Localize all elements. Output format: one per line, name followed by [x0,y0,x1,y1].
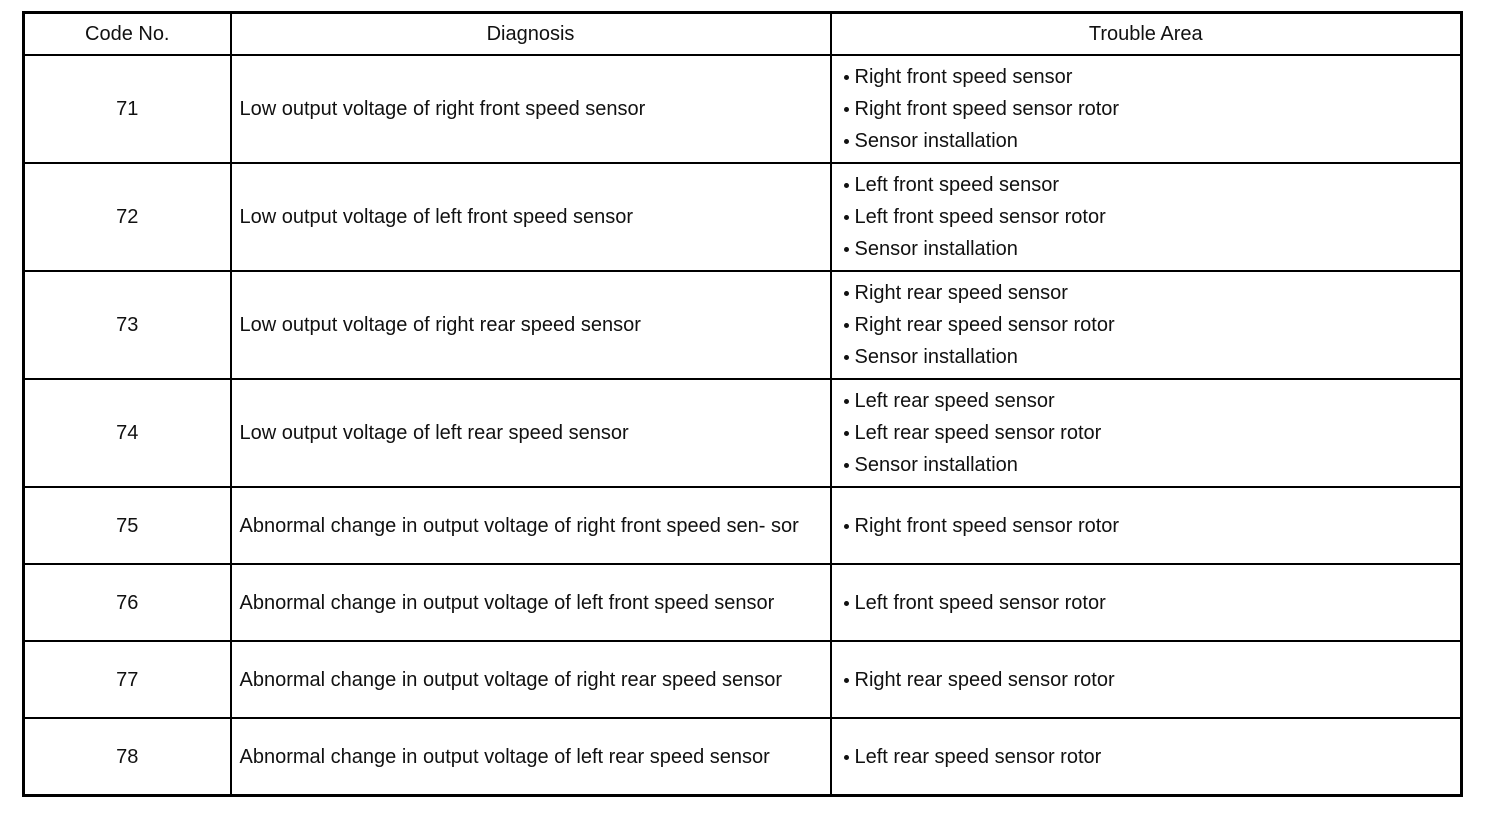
table-row: 77 Abnormal change in output voltage of … [22,640,1463,719]
code-cell: 72 [22,162,232,272]
trouble-area-cell: Left front speed sensor rotor [829,563,1463,642]
trouble-area-list: Right rear speed sensor rotor [842,664,1461,696]
trouble-area-list: Left front speed sensor rotor [842,587,1461,619]
diagnosis-cell: Low output voltage of left rear speed se… [229,378,832,488]
trouble-area-item: Left front speed sensor rotor [842,201,1461,233]
table-row: 78 Abnormal change in output voltage of … [22,717,1463,797]
header-diagnosis: Diagnosis [229,11,832,56]
diagnostic-code-table: Code No. Diagnosis Trouble Area 71 Low o… [22,11,1463,797]
trouble-area-cell: Right front speed sensor rotor [829,486,1463,565]
table-row: 72 Low output voltage of left front spee… [22,162,1463,272]
trouble-area-item: Right front speed sensor [842,61,1461,93]
table-header-row: Code No. Diagnosis Trouble Area [22,11,1463,56]
trouble-area-cell: Right rear speed sensor rotor [829,640,1463,719]
trouble-area-item: Left rear speed sensor rotor [842,741,1461,773]
trouble-area-item: Sensor installation [842,449,1461,481]
table-row: 73 Low output voltage of right rear spee… [22,270,1463,380]
trouble-area-cell: Left rear speed sensor rotor [829,717,1463,797]
trouble-area-item: Left front speed sensor rotor [842,587,1461,619]
trouble-area-list: Right front speed sensor Right front spe… [842,61,1461,157]
trouble-area-list: Right front speed sensor rotor [842,510,1461,542]
trouble-area-list: Left front speed sensor Left front speed… [842,169,1461,265]
code-cell: 76 [22,563,232,642]
code-cell: 71 [22,54,232,164]
code-cell: 78 [22,717,232,797]
header-code-no: Code No. [22,11,232,56]
trouble-area-list: Left rear speed sensor Left rear speed s… [842,385,1461,481]
diagnosis-cell: Low output voltage of left front speed s… [229,162,832,272]
table-row: 75 Abnormal change in output voltage of … [22,486,1463,565]
diagnosis-cell: Abnormal change in output voltage of lef… [229,717,832,797]
trouble-area-list: Left rear speed sensor rotor [842,741,1461,773]
trouble-area-item: Right rear speed sensor rotor [842,664,1461,696]
trouble-area-item: Right rear speed sensor rotor [842,309,1461,341]
diagnosis-cell: Low output voltage of right front speed … [229,54,832,164]
diagnosis-cell: Low output voltage of right rear speed s… [229,270,832,380]
trouble-area-item: Left rear speed sensor [842,385,1461,417]
table-row: 76 Abnormal change in output voltage of … [22,563,1463,642]
header-trouble-area: Trouble Area [829,11,1463,56]
diagnosis-cell: Abnormal change in output voltage of lef… [229,563,832,642]
code-cell: 77 [22,640,232,719]
code-cell: 73 [22,270,232,380]
trouble-area-cell: Right front speed sensor Right front spe… [829,54,1463,164]
trouble-area-cell: Left rear speed sensor Left rear speed s… [829,378,1463,488]
trouble-area-item: Left front speed sensor [842,169,1461,201]
trouble-area-item: Sensor installation [842,233,1461,265]
trouble-area-item: Sensor installation [842,125,1461,157]
trouble-area-item: Left rear speed sensor rotor [842,417,1461,449]
table-row: 74 Low output voltage of left rear speed… [22,378,1463,488]
code-cell: 74 [22,378,232,488]
diagnosis-cell: Abnormal change in output voltage of rig… [229,486,832,565]
trouble-area-cell: Left front speed sensor Left front speed… [829,162,1463,272]
trouble-area-list: Right rear speed sensor Right rear speed… [842,277,1461,373]
trouble-area-item: Right front speed sensor rotor [842,510,1461,542]
trouble-area-item: Sensor installation [842,341,1461,373]
trouble-area-cell: Right rear speed sensor Right rear speed… [829,270,1463,380]
trouble-area-item: Right rear speed sensor [842,277,1461,309]
trouble-area-item: Right front speed sensor rotor [842,93,1461,125]
diagnosis-cell: Abnormal change in output voltage of rig… [229,640,832,719]
code-cell: 75 [22,486,232,565]
table-row: 71 Low output voltage of right front spe… [22,54,1463,164]
